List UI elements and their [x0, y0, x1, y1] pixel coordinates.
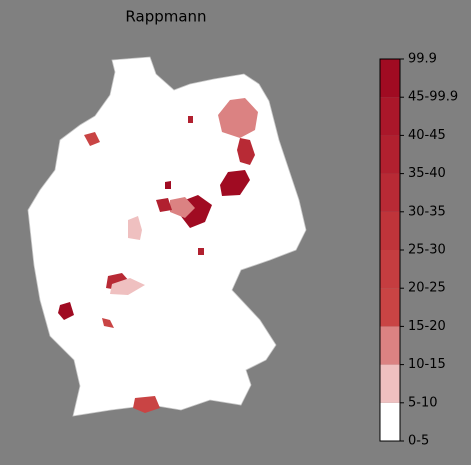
colorbar-bin	[380, 288, 400, 327]
colorbar-bin	[380, 173, 400, 212]
colorbar-label: 30-35	[408, 204, 446, 219]
region	[133, 396, 160, 413]
region	[156, 198, 172, 212]
region	[220, 170, 250, 196]
region	[102, 318, 114, 328]
colorbar-bin	[380, 211, 400, 250]
germany-map	[27, 56, 307, 417]
colorbar-label: 20-25	[408, 281, 446, 296]
colorbar-bin	[380, 135, 400, 174]
region	[218, 98, 258, 138]
region	[237, 138, 255, 165]
region	[58, 302, 74, 320]
colorbar-bin	[380, 250, 400, 289]
colorbar: 0-5 5-10 10-15 15-20 20-25 25-30 30-35 35-40 40-…	[379, 52, 458, 449]
region	[170, 197, 195, 218]
colorbar-bin	[380, 402, 400, 441]
region	[165, 181, 171, 189]
colorbar-label: 99.9	[408, 52, 437, 67]
colorbar-label: 35-40	[408, 166, 446, 181]
colorbar-label: 40-45	[408, 128, 446, 143]
colorbar-label: 15-20	[408, 319, 446, 334]
region	[128, 216, 142, 240]
colorbar-label: 45-99.9	[408, 90, 458, 105]
colorbar-label: 10-15	[408, 357, 446, 372]
colorbar-bin	[380, 59, 400, 98]
region	[188, 116, 193, 123]
map-title: Rappmann	[125, 8, 206, 26]
country-outline	[27, 56, 307, 417]
region	[198, 248, 204, 255]
colorbar-bin	[380, 97, 400, 136]
region	[110, 278, 145, 295]
colorbar-label: 25-30	[408, 243, 446, 258]
colorbar-label: 5-10	[408, 395, 438, 410]
colorbar-bin	[380, 364, 400, 403]
colorbar-bin	[380, 326, 400, 365]
colorbar-label: 0-5	[408, 434, 429, 449]
region	[84, 132, 100, 146]
